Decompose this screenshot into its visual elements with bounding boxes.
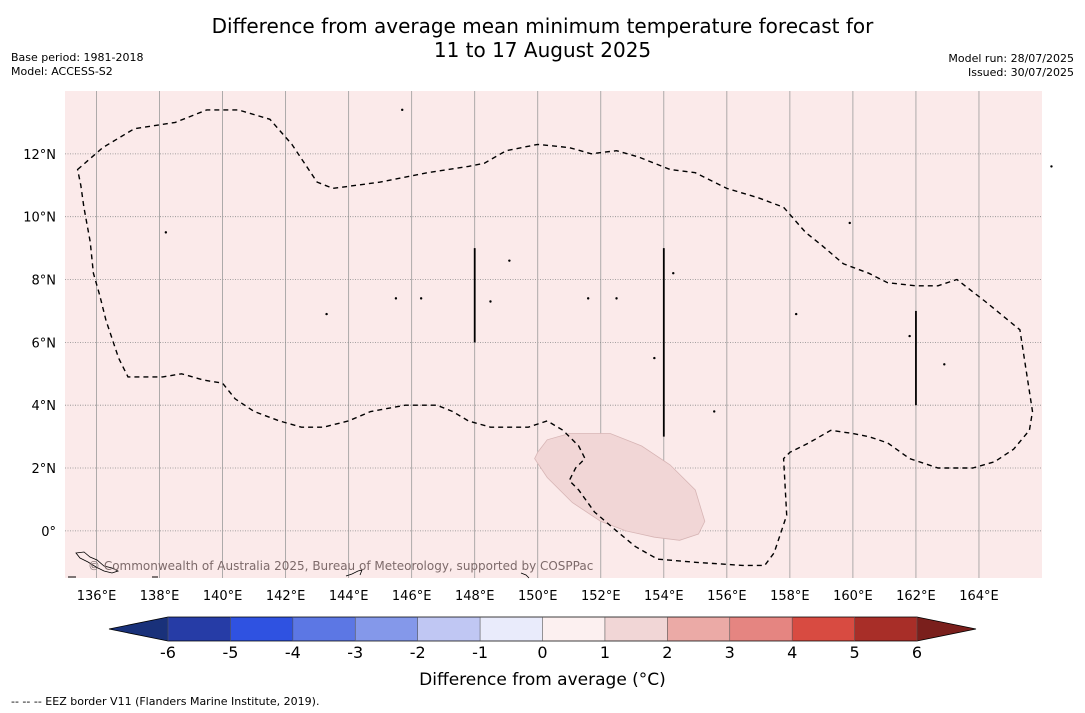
colorbar-tick-label: -5 — [222, 643, 238, 662]
island — [394, 297, 398, 300]
lat-tick-label: 6°N — [32, 336, 57, 351]
lon-tick-label: 146°E — [392, 589, 432, 604]
coastline — [345, 569, 363, 577]
colorbar-tick-label: -4 — [285, 643, 301, 662]
map-background — [65, 91, 1042, 578]
island — [508, 259, 511, 262]
lon-tick-label: 158°E — [770, 589, 810, 604]
title-line-2: 11 to 17 August 2025 — [433, 38, 652, 62]
island — [419, 297, 423, 300]
base-period-text: Base period: 1981-2018 — [11, 51, 144, 64]
eez-footnote: -- -- -- EEZ border V11 (Flanders Marine… — [11, 695, 320, 708]
eez-border — [76, 109, 1034, 567]
lat-tick-label: 0° — [41, 525, 56, 540]
copyright-text: © Commonwealth of Australia 2025, Bureau… — [88, 559, 593, 573]
colorbar-swatch — [480, 617, 543, 641]
colorbar-tick-label: 4 — [787, 643, 797, 662]
issued-text: Issued: 30/07/2025 — [967, 66, 1074, 79]
colorbar-swatch — [667, 617, 731, 641]
island — [401, 108, 404, 112]
colorbar-swatch — [168, 617, 231, 641]
colorbar-over-extension — [917, 617, 976, 641]
lon-tick-label: 160°E — [833, 589, 873, 604]
island — [489, 300, 492, 303]
lon-tick-label: 156°E — [707, 589, 747, 604]
island — [615, 297, 618, 300]
lon-tick-label: 150°E — [518, 589, 558, 604]
anomaly-patch-1-to-2 — [534, 433, 706, 541]
colorbar-tick-label: 1 — [600, 643, 610, 662]
lat-tick-label: 8°N — [32, 274, 57, 289]
colorbar-tick-label: -6 — [160, 643, 176, 662]
lat-tick-label: 12°N — [23, 148, 56, 163]
lat-tick-label: 2°N — [32, 462, 57, 477]
island — [1050, 165, 1053, 168]
model-run-text: Model run: 28/07/2025 — [948, 52, 1074, 65]
lon-tick-label: 138°E — [140, 589, 180, 604]
lon-tick-label: 154°E — [644, 589, 684, 604]
colorbar-swatch — [417, 617, 481, 641]
colorbar-swatch — [230, 617, 294, 641]
colorbar-swatch — [792, 617, 856, 641]
meta-left: Base period: 1981-2018 Model: ACCESS-S2 — [11, 51, 143, 79]
island — [586, 297, 590, 300]
island — [164, 231, 168, 234]
lon-tick-label: 164°E — [959, 589, 999, 604]
island — [653, 356, 656, 360]
colorbar-tick-label: -1 — [472, 643, 488, 662]
island — [848, 221, 851, 225]
island — [325, 312, 328, 316]
island — [943, 363, 946, 366]
colorbar-label: Difference from average (°C) — [419, 670, 666, 690]
island — [908, 334, 911, 338]
colorbar-tick-label: -2 — [410, 643, 426, 662]
colorbar-tick-label: 5 — [849, 643, 859, 662]
island — [672, 272, 675, 275]
meta-right: Model run: 28/07/2025 Issued: 30/07/2025 — [948, 52, 1074, 80]
island — [713, 410, 716, 413]
lon-tick-label: 162°E — [896, 589, 936, 604]
coastline — [75, 551, 120, 574]
colorbar-tick-label: 6 — [912, 643, 922, 662]
lon-tick-label: 152°E — [581, 589, 621, 604]
colorbar-swatch — [854, 617, 918, 641]
colorbar-swatch — [729, 617, 793, 641]
colorbar-tick-label: 0 — [537, 643, 547, 662]
lon-tick-label: 136°E — [77, 589, 117, 604]
island — [794, 312, 798, 316]
colorbar-tick-label: 2 — [662, 643, 672, 662]
coastline — [520, 572, 530, 579]
lon-tick-label: 140°E — [203, 589, 243, 604]
colorbar-tick-label: 3 — [725, 643, 735, 662]
lat-tick-label: 4°N — [32, 399, 57, 414]
chart-title: Difference from average mean minimum tem… — [0, 14, 1085, 62]
lon-tick-label: 148°E — [455, 589, 495, 604]
colorbar-swatch — [542, 617, 606, 641]
colorbar-tick-label: -3 — [347, 643, 363, 662]
colorbar-under-extension — [109, 617, 168, 641]
lon-tick-label: 142°E — [266, 589, 306, 604]
title-line-1: Difference from average mean minimum tem… — [211, 14, 874, 38]
lat-tick-label: 10°N — [23, 211, 56, 226]
colorbar-swatch — [292, 617, 356, 641]
model-text: Model: ACCESS-S2 — [11, 65, 113, 78]
lon-tick-label: 144°E — [329, 589, 369, 604]
colorbar-swatch — [604, 617, 668, 641]
colorbar-swatch — [355, 617, 419, 641]
